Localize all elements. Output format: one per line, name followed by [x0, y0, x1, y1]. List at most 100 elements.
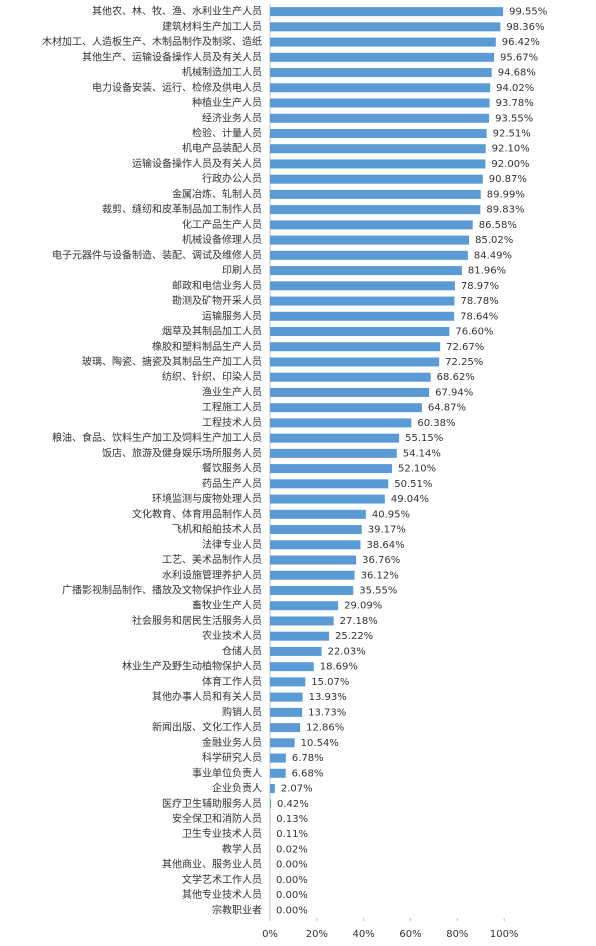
bar: [270, 205, 481, 215]
value-label: 95.67%: [500, 52, 538, 63]
y-tick-label: 金融业务人员: [202, 736, 262, 749]
y-tick-label: 机械设备修理人员: [182, 233, 262, 246]
value-label: 54.14%: [403, 448, 441, 459]
value-label: 93.55%: [495, 113, 533, 124]
bar: [270, 631, 330, 641]
y-tick-label: 仓储人员: [222, 644, 262, 657]
y-tick-label: 行政办公人员: [202, 172, 262, 185]
bar: [270, 372, 431, 382]
y-tick-label: 化工产品生产人员: [182, 218, 262, 231]
value-label: 38.64%: [366, 540, 404, 551]
value-label: 0.11%: [276, 829, 308, 840]
value-label: 36.76%: [362, 555, 400, 566]
value-label: 99.55%: [509, 7, 547, 18]
y-tick-label: 种植业生产人员: [192, 96, 262, 109]
value-label: 68.62%: [437, 372, 475, 383]
y-tick-label: 宗教职业者: [212, 903, 262, 916]
value-label: 0.00%: [276, 860, 308, 871]
bar: [270, 418, 412, 428]
y-tick-label: 购销人员: [222, 705, 262, 718]
y-tick-label: 橡胶和塑料制品生产人员: [152, 340, 262, 353]
y-tick-label: 邮政和电信业务人员: [172, 279, 262, 292]
value-label: 81.96%: [468, 266, 506, 277]
value-label: 84.49%: [474, 250, 512, 261]
bar: [270, 113, 490, 123]
y-tick-label: 广播影视制品制作、播放及文物保护作业人员: [62, 583, 262, 596]
x-tick-label: 0%: [262, 929, 278, 940]
value-label: 18.69%: [320, 662, 358, 673]
bar: [270, 677, 306, 687]
y-tick-label: 教学人员: [222, 842, 262, 855]
value-label: 6.68%: [292, 768, 324, 779]
y-tick-label: 粮油、食品、饮料生产加工及饲料生产加工人员: [52, 431, 262, 444]
bar: [270, 220, 473, 230]
y-tick-label: 建筑材料生产加工人员: [162, 20, 262, 33]
bar: [270, 479, 389, 489]
value-label: 10.54%: [301, 738, 339, 749]
value-label: 0.02%: [276, 844, 308, 855]
bar: [270, 235, 470, 245]
value-label: 0.13%: [276, 814, 308, 825]
bar: [270, 448, 397, 458]
value-label: 0.00%: [276, 875, 308, 886]
bar: [270, 738, 295, 748]
value-label: 29.09%: [344, 601, 382, 612]
y-tick-label: 体育工作人员: [202, 675, 262, 688]
bar: [270, 174, 483, 184]
bar: [270, 707, 303, 717]
y-tick-label: 文化教育、体育用品制作人员: [132, 507, 262, 520]
bar: [270, 616, 334, 626]
y-tick-label: 企业负责人: [212, 782, 262, 795]
y-tick-label: 医疗卫生辅助服务人员: [162, 797, 262, 810]
y-tick-label: 经济业务人员: [202, 111, 262, 124]
y-tick-label: 新闻出版、文化工作人员: [152, 721, 262, 734]
y-tick-label: 飞机和船舶技术人员: [172, 523, 262, 536]
bar: [270, 799, 271, 809]
x-tick-label: 40%: [353, 929, 375, 940]
value-label: 76.60%: [455, 327, 493, 338]
bar: [270, 433, 400, 443]
bar: [270, 22, 501, 32]
bar: [270, 266, 462, 276]
bar: [270, 768, 286, 778]
value-label: 39.17%: [368, 525, 406, 536]
bar: [270, 7, 504, 17]
bar: [270, 98, 490, 108]
y-tick-label: 其他农、林、牧、渔、水利业生产人员: [92, 5, 262, 18]
bar: [270, 311, 455, 321]
y-tick-label: 检验、计量人员: [192, 126, 262, 139]
y-tick-label: 安全保卫和消防人员: [172, 812, 262, 825]
bar: [270, 555, 357, 565]
x-tick-label: 100%: [490, 929, 519, 940]
y-tick-label: 事业单位负责人: [192, 766, 262, 779]
y-tick-label: 工程技术人员: [202, 416, 262, 429]
y-tick-label: 机电产品装配人员: [182, 142, 262, 155]
value-label: 36.12%: [361, 570, 399, 581]
y-tick-label: 科学研究人员: [202, 751, 262, 764]
y-tick-label: 玻璃、陶瓷、搪瓷及其制品生产加工人员: [82, 355, 262, 368]
value-label: 78.78%: [460, 296, 498, 307]
value-label: 12.86%: [306, 723, 344, 734]
value-label: 25.22%: [335, 631, 373, 642]
value-label: 89.99%: [487, 189, 525, 200]
y-tick-label: 工程施工人员: [202, 401, 262, 414]
y-tick-label: 木材加工、人造板生产、木制品制作及制浆、造纸: [42, 35, 262, 48]
y-tick-label: 文学艺术工作人员: [182, 873, 262, 886]
bar: [270, 250, 468, 260]
bar: [270, 753, 286, 763]
bar: [270, 296, 455, 306]
bar: [270, 327, 450, 337]
value-label: 85.02%: [475, 235, 513, 246]
bar: [270, 403, 422, 413]
bar: [270, 494, 385, 504]
bar: [270, 189, 481, 199]
y-tick-label: 其他商业、服务业人员: [162, 858, 262, 871]
value-label: 13.93%: [309, 692, 347, 703]
bar: [270, 662, 314, 672]
y-tick-label: 运输服务人员: [202, 309, 262, 322]
value-label: 64.87%: [428, 403, 466, 414]
y-tick-label: 法律专业人员: [202, 538, 262, 551]
y-tick-label: 裁剪、缝纫和皮革制品加工制作人员: [102, 203, 262, 216]
